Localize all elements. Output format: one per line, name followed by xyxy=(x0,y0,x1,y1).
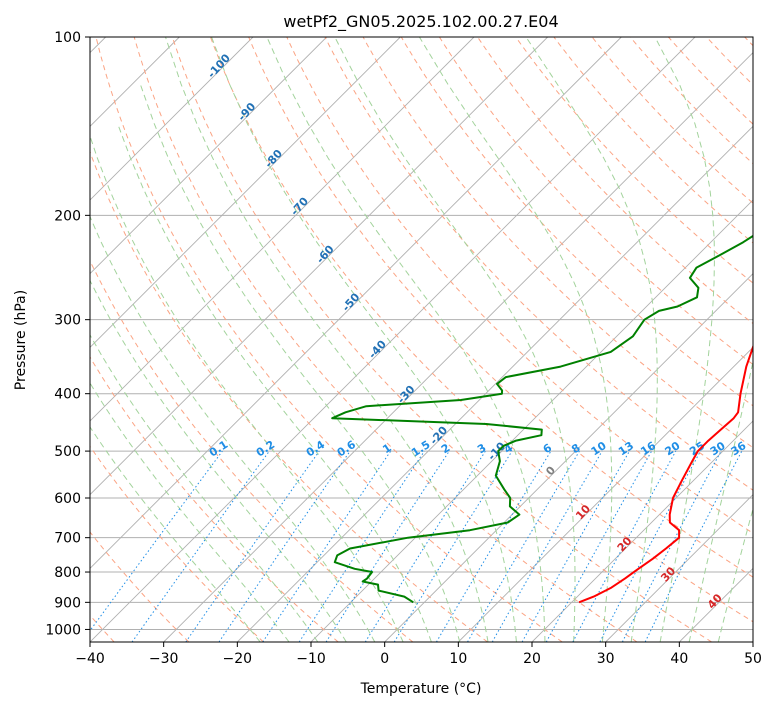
sounding-profiles xyxy=(331,234,753,604)
dry-adiabat-line xyxy=(210,37,753,623)
moist-adiabat-line xyxy=(90,333,319,642)
moist-adiabat-line xyxy=(90,134,404,642)
moist-adiabat-line xyxy=(211,37,517,642)
x-tick-label: 40 xyxy=(670,651,688,667)
moist-adiabat-line xyxy=(525,37,658,642)
moist-adiabat-line xyxy=(418,37,613,642)
x-tick-label: 30 xyxy=(597,651,615,667)
moist-adiabat-line xyxy=(717,507,753,642)
isotherm-line xyxy=(90,37,475,422)
moist-adiabat-line xyxy=(165,37,489,642)
isotherm-line xyxy=(163,52,753,642)
dry-adiabat-line xyxy=(324,37,753,491)
moist-adiabat-line xyxy=(90,215,376,642)
isotherm-line xyxy=(458,346,753,642)
dry-adiabat-line xyxy=(90,356,339,642)
mixing-ratio-line xyxy=(644,450,743,642)
y-tick-label: 500 xyxy=(54,444,81,460)
x-tick-label: 0 xyxy=(380,651,389,667)
mixing-ratio-line xyxy=(218,450,351,642)
y-tick-label: 800 xyxy=(54,565,81,581)
dry-adiabat-line xyxy=(248,37,753,578)
chart-title: wetPf2_GN05.2025.102.00.27.E04 xyxy=(283,12,558,32)
y-tick-label: 1000 xyxy=(45,622,81,638)
mixing-ratio-line xyxy=(90,450,223,632)
x-tick-label: 10 xyxy=(449,651,467,667)
background-reference-lines xyxy=(90,37,753,642)
moist-adiabat-line xyxy=(90,279,347,642)
mixing-ratio-line xyxy=(545,450,653,642)
dry-adiabat-line xyxy=(438,37,753,366)
dry-adiabat-line xyxy=(95,37,563,642)
y-tick-label: 200 xyxy=(54,208,81,224)
dewpoint-profile-line xyxy=(331,234,753,604)
dry-adiabat-line xyxy=(400,37,753,407)
isotherm-line xyxy=(605,494,753,642)
isotherm-line xyxy=(384,273,753,642)
isotherm-line xyxy=(90,37,327,275)
dry-adiabat-line xyxy=(362,37,753,449)
mixing-ratio-line xyxy=(131,450,270,642)
y-tick-label: 300 xyxy=(54,313,81,329)
moist-adiabat-line xyxy=(117,123,432,642)
plot-frame xyxy=(89,36,754,643)
isotherm-line xyxy=(90,37,401,348)
x-tick-label: −20 xyxy=(223,651,253,667)
x-tick-label: 20 xyxy=(523,651,541,667)
y-tick-label: 100 xyxy=(54,30,81,46)
isotherm-line xyxy=(90,37,548,496)
x-axis-label: Temperature (°C) xyxy=(360,681,482,697)
temperature-profile-line xyxy=(578,343,753,604)
isotherm-line xyxy=(531,420,753,642)
x-tick-label: 50 xyxy=(744,651,762,667)
y-tick-label: 600 xyxy=(54,491,81,507)
moist-adiabat-line xyxy=(654,37,715,642)
dry-adiabat-line xyxy=(90,531,190,642)
isotherm-line xyxy=(237,125,753,642)
y-tick-label: 700 xyxy=(54,531,81,547)
mixing-ratio-line xyxy=(185,450,320,642)
moist-adiabat-line xyxy=(688,359,753,642)
y-axis-label: Pressure (hPa) xyxy=(13,290,29,390)
mixing-ratio-line xyxy=(262,450,392,642)
dry-adiabat-line xyxy=(133,37,638,642)
x-tick-label: −40 xyxy=(75,651,105,667)
x-tick-label: −30 xyxy=(149,651,179,667)
moist-adiabat-line xyxy=(266,37,546,642)
isotherm-line xyxy=(90,37,622,569)
moist-adiabat-line xyxy=(334,37,576,642)
mixing-ratio-line xyxy=(393,450,513,642)
y-tick-label: 900 xyxy=(54,595,81,611)
moist-adiabat-line xyxy=(90,426,261,642)
y-axis: 100 200 300 400 500 600 700 800 900 1000 xyxy=(45,30,90,638)
moist-adiabat-line xyxy=(139,83,461,642)
mixing-ratio-line xyxy=(325,450,450,642)
mixing-ratio-line xyxy=(572,450,677,642)
dry-adiabat-line xyxy=(90,259,414,642)
plot-area xyxy=(90,37,753,642)
mixing-ratio-line xyxy=(298,450,425,642)
isotherm-line xyxy=(90,37,696,642)
isotherm-line xyxy=(90,37,254,201)
y-tick-label: 400 xyxy=(54,387,81,403)
x-axis: −40 −30 −20 −10 0 10 20 30 40 50 xyxy=(75,642,762,667)
x-tick-label: −10 xyxy=(296,651,326,667)
mixing-ratio-line xyxy=(521,450,630,642)
moist-adiabat-line xyxy=(90,382,290,642)
dry-adiabat-line xyxy=(286,37,753,534)
